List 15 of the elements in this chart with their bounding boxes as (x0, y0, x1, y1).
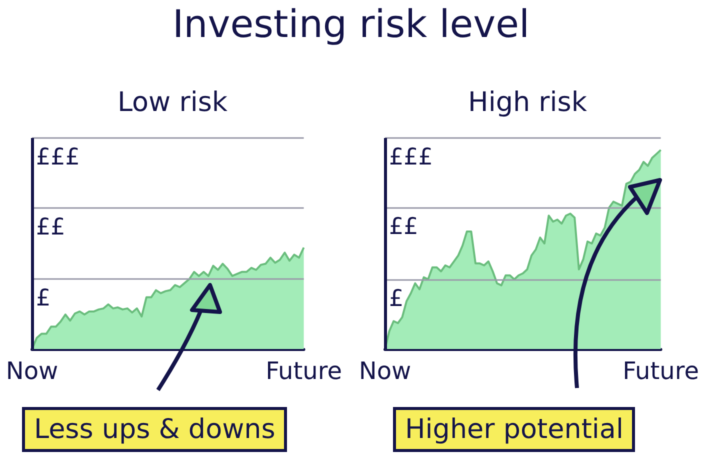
text: Higher potential (393, 407, 636, 452)
x-tick-label: Future (622, 357, 700, 385)
x-tick-label: Now (358, 357, 412, 385)
chart-title: High risk (468, 87, 588, 118)
ref-line-label: £££ (36, 144, 80, 170)
text: Investing risk level (171, 2, 531, 46)
text: Less ups & downs (22, 407, 288, 452)
ref-line-label: £ (36, 286, 51, 312)
x-tick-label: Now (6, 357, 58, 385)
ref-line-label: ££ (36, 214, 66, 240)
ref-line-label: £ (389, 286, 404, 312)
ref-line-label: ££ (389, 214, 418, 240)
ref-line-label: £££ (389, 144, 433, 170)
x-tick-label: Future (266, 357, 342, 385)
chart-title: Low risk (117, 87, 228, 118)
